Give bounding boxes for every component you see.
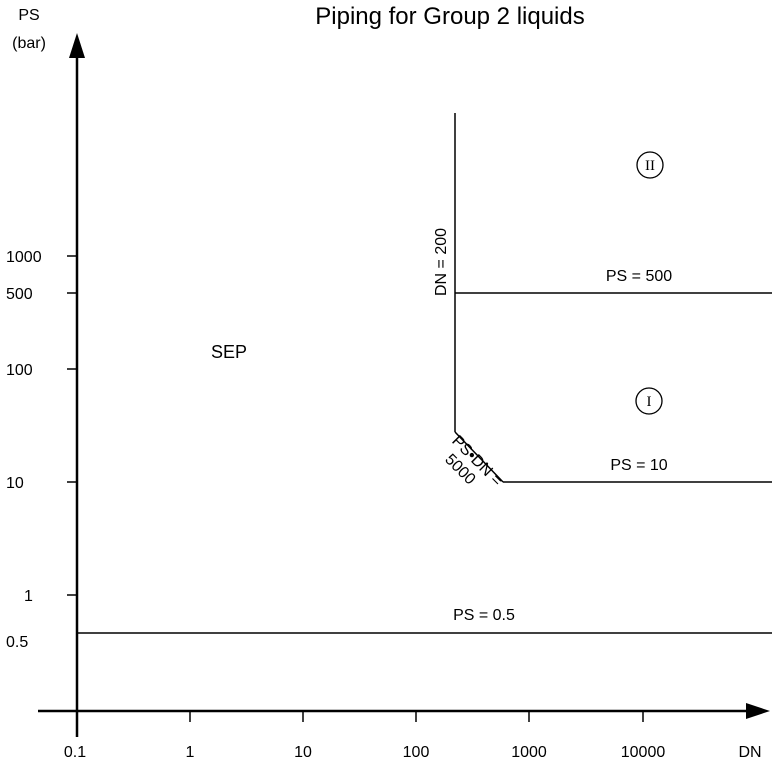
category-label-ii: II [645,158,655,174]
category-circle [635,387,663,415]
category-label-i: I [647,394,652,410]
x-tick-label: 0.1 [64,744,86,761]
y-tick-label: 500 [6,286,33,303]
boundary-ps-dn-5000 [454,431,504,483]
y-tick-label: 0.5 [6,634,28,651]
y-tick-label: 1000 [6,249,42,266]
y-axis-arrow [69,33,85,58]
x-axis-label: DN [738,744,761,761]
region-label-sep: SEP [211,342,247,362]
category-circle [636,151,664,179]
y-tick-label: 1 [24,588,33,605]
chart-title: Piping for Group 2 liquids [315,3,584,30]
label-ps-0-5: PS = 0.5 [453,607,515,624]
y-ticks: 1000 500 100 10 1 0.5 [6,249,77,651]
x-tick-label: 10000 [621,744,666,761]
label-ps-10: PS = 10 [610,457,667,474]
x-tick-label: 1 [186,744,195,761]
y-axis-label-line1: PS [18,7,39,24]
x-axis-arrow [746,703,770,719]
region-label-cat2: II [636,151,664,179]
y-tick-label: 100 [6,362,33,379]
x-tick-label: 100 [403,744,430,761]
x-tick-label: 1000 [511,744,547,761]
y-axis-label-line2: (bar) [12,35,46,52]
label-ps-500: PS = 500 [606,268,672,285]
y-tick-label: 10 [6,475,24,492]
x-tick-label: 10 [294,744,312,761]
label-ps-dn-5000: PS•DN = 5000 [441,433,505,490]
x-ticks: 0.1 1 10 100 1000 10000 [64,711,665,761]
label-dn-200: DN = 200 [433,228,450,296]
region-label-cat1: I [635,387,663,415]
